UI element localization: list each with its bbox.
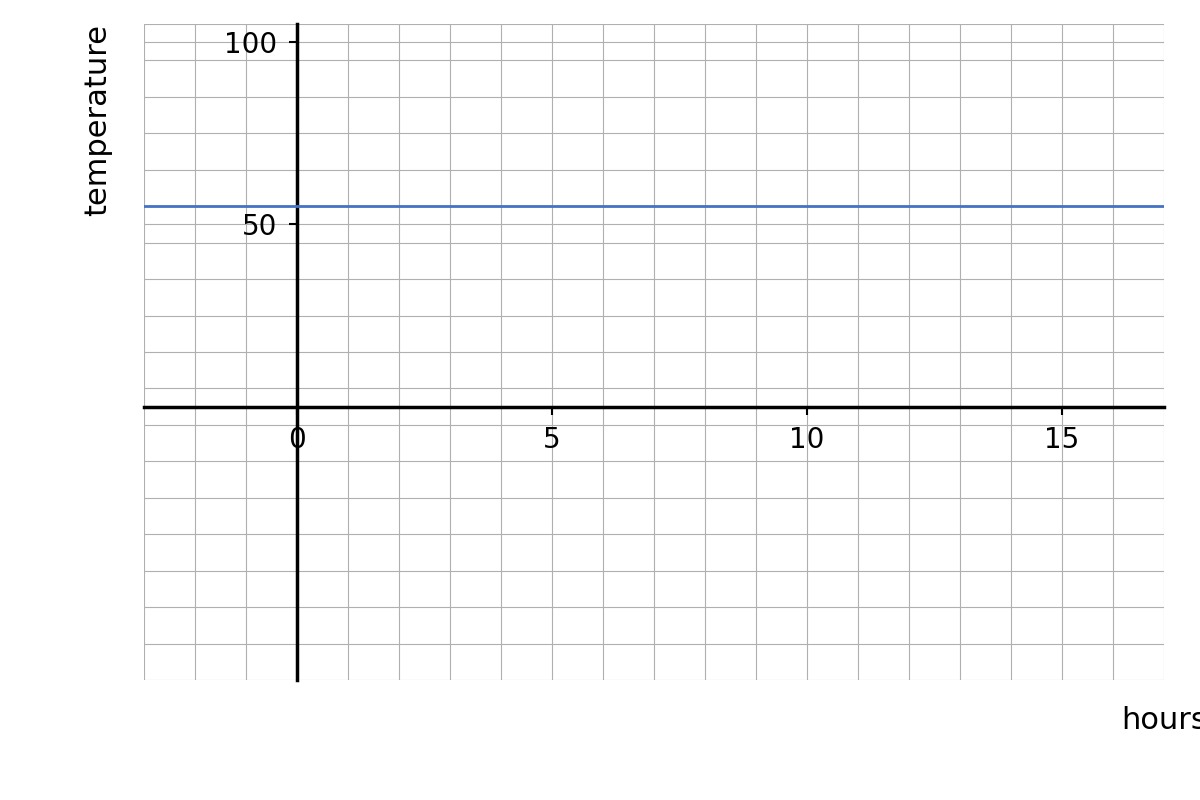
X-axis label: hours: hours [1121,706,1200,735]
Y-axis label: temperature: temperature [83,24,112,216]
